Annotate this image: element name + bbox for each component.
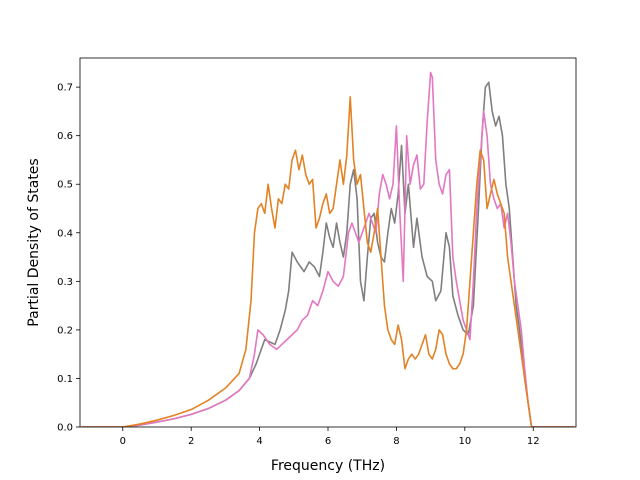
y-tick-label: 0.3 — [57, 277, 73, 288]
series-line-2 — [80, 71, 576, 427]
series-line-3 — [80, 96, 576, 427]
y-tick-label: 0.1 — [57, 374, 73, 385]
ticks-layer: 0 2 4 6 8 10 12 0.0 0.1 0.2 0.3 0.4 0.5 0.6 0.7 — [57, 83, 540, 447]
x-tick-label: 8 — [393, 436, 399, 447]
y-tick-label: 0.5 — [57, 180, 73, 191]
series-line-1 — [80, 81, 576, 427]
x-tick-label: 0 — [120, 436, 126, 447]
x-axis-label: Frequency (THz) — [271, 458, 385, 474]
x-tick-label: 10 — [458, 436, 471, 447]
plot-frame — [79, 57, 577, 428]
x-tick-label: 2 — [188, 436, 194, 447]
y-tick-label: 0.6 — [57, 131, 73, 142]
y-tick-label: 0.4 — [57, 228, 73, 239]
x-tick-label: 4 — [256, 436, 262, 447]
y-axis-label: Partial Density of States — [26, 158, 42, 326]
x-tick-label: 12 — [527, 436, 540, 447]
y-tick-label: 0.2 — [57, 325, 73, 336]
plot-area — [80, 71, 576, 427]
series-layer — [80, 71, 576, 427]
x-tick-label: 6 — [325, 436, 331, 447]
y-tick-label: 0.0 — [57, 423, 73, 434]
y-tick-label: 0.7 — [57, 83, 73, 94]
